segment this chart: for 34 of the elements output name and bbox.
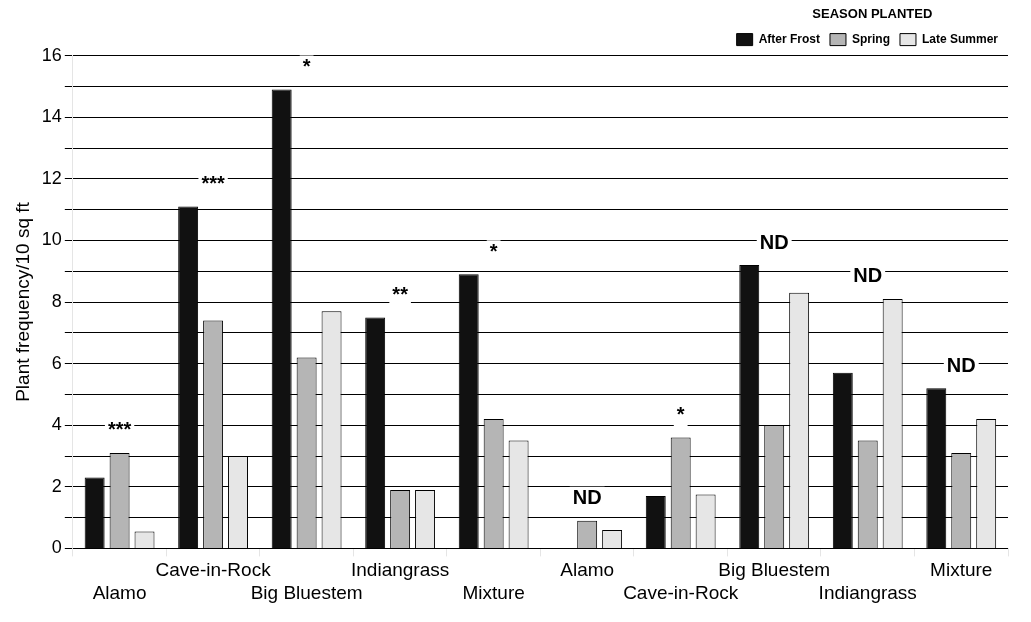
- annotation: ND: [853, 264, 883, 287]
- y-tick-label: 6: [51, 352, 62, 373]
- y-tick-label: 14: [41, 106, 62, 127]
- x-tick-label: Big Bluestem: [250, 581, 363, 603]
- annotation: ND: [946, 353, 976, 376]
- y-tick-label: 12: [41, 167, 62, 188]
- y-axis-title: Plant frequency/10 sq ft: [11, 201, 33, 402]
- y-tick-label: 8: [51, 290, 62, 311]
- x-tick-label: Alamo: [92, 581, 147, 603]
- annotation: ND: [572, 486, 602, 509]
- x-tick-label: Indiangrass: [818, 581, 917, 603]
- x-tick-label: Indiangrass: [351, 559, 450, 581]
- x-tick-label: Mixture: [930, 559, 993, 581]
- x-tick-label: Cave-in-Rock: [623, 581, 739, 603]
- x-tick-label: Cave-in-Rock: [155, 559, 272, 581]
- y-tick-label: 4: [51, 414, 62, 435]
- legend-title: SEASON PLANTED: [812, 6, 933, 22]
- annotation: **: [392, 282, 409, 305]
- x-tick-label: Big Bluestem: [718, 559, 831, 581]
- annotation: ***: [107, 418, 132, 441]
- annotation: *: [302, 55, 311, 77]
- legend-label: Late Summer: [921, 31, 999, 46]
- y-tick-label: 2: [51, 475, 62, 496]
- annotation: ***: [201, 172, 225, 195]
- x-tick-label: Mixture: [462, 581, 525, 603]
- y-tick-label: 10: [41, 229, 62, 250]
- legend-label: After Frost: [758, 31, 820, 46]
- legend-label: Spring: [851, 31, 890, 46]
- y-tick-label: 0: [51, 537, 62, 558]
- annotation: ND: [759, 230, 789, 253]
- annotation: *: [489, 239, 498, 262]
- x-tick-label: Alamo: [560, 559, 615, 581]
- y-tick-label: 16: [41, 44, 62, 65]
- annotation: *: [676, 403, 685, 426]
